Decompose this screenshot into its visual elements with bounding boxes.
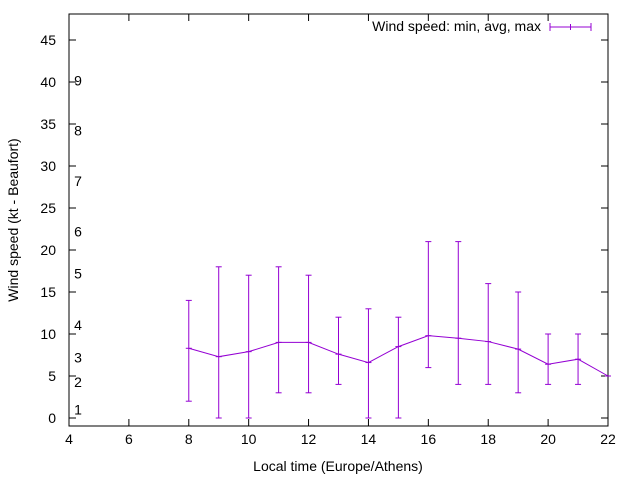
y-tick-label: 0	[48, 410, 56, 426]
x-tick-label: 22	[600, 431, 616, 447]
x-axis-label: Local time (Europe/Athens)	[253, 458, 423, 474]
y-tick-label: 5	[48, 368, 56, 384]
y-tick-label: 45	[40, 32, 56, 48]
beaufort-label: 6	[74, 224, 82, 240]
y-tick-label: 35	[40, 116, 56, 132]
beaufort-label: 1	[74, 402, 82, 418]
beaufort-label: 4	[74, 317, 82, 333]
beaufort-label: 9	[74, 72, 82, 88]
x-tick-label: 12	[301, 431, 317, 447]
x-tick-label: 10	[241, 431, 257, 447]
plot-area-frame	[68, 13, 609, 427]
x-tick-label: 20	[540, 431, 556, 447]
y-axis-label: Wind speed (kt - Beaufort)	[5, 138, 21, 301]
beaufort-label: 2	[74, 374, 82, 390]
x-tick-label: 18	[480, 431, 496, 447]
x-tick-label: 16	[421, 431, 437, 447]
y-tick-label: 25	[40, 200, 56, 216]
legend: Wind speed: min, avg, max	[372, 18, 592, 34]
x-tick-label: 14	[361, 431, 377, 447]
y-tick-label: 30	[40, 158, 56, 174]
data-series	[185, 241, 611, 419]
y-tick-label: 20	[40, 242, 56, 258]
beaufort-label: 3	[74, 350, 82, 366]
beaufort-scale: 1 2 3 4 5 6 7 8 9	[74, 72, 82, 417]
y-tick-label: 10	[40, 326, 56, 342]
x-tick-label: 6	[125, 431, 133, 447]
beaufort-label: 5	[74, 266, 82, 282]
x-tick-label: 4	[65, 431, 73, 447]
y-tick-label: 15	[40, 284, 56, 300]
legend-label: Wind speed: min, avg, max	[372, 18, 541, 34]
beaufort-label: 8	[74, 123, 82, 139]
beaufort-label: 7	[74, 173, 82, 189]
x-tick-label: 8	[185, 431, 193, 447]
y-tick-label: 40	[40, 74, 56, 90]
